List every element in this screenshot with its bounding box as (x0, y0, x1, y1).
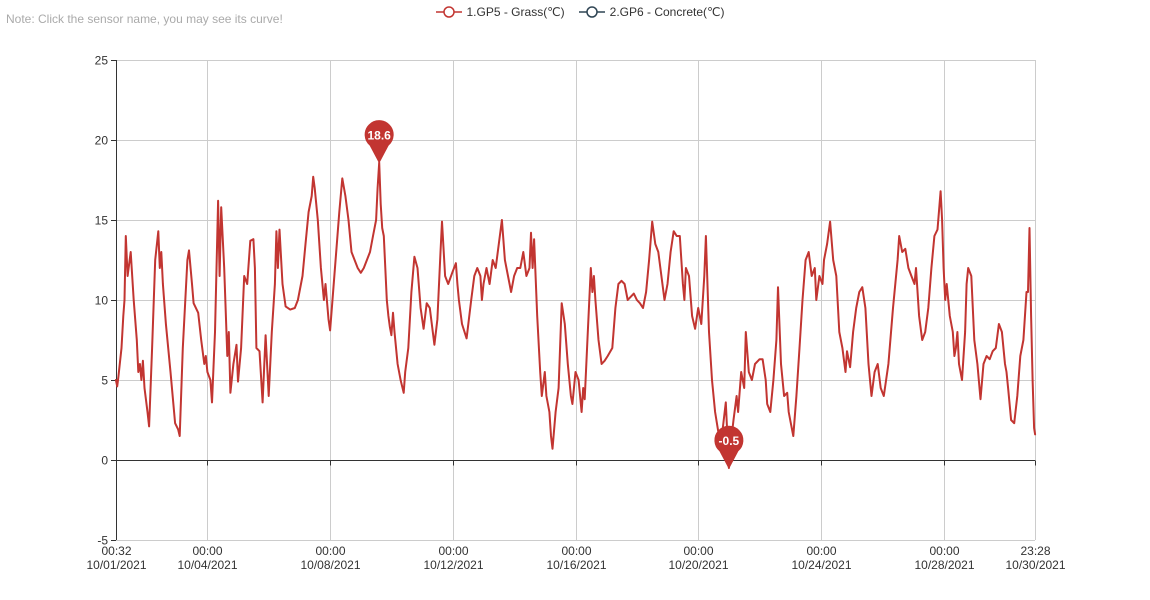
y-tick-label: -5 (97, 534, 108, 548)
x-tick-label-date: 10/20/2021 (668, 558, 728, 572)
x-tick-label-time: 23:28 (1020, 544, 1050, 558)
legend-line-circle-icon (578, 6, 605, 18)
series-layer (114, 161, 1037, 469)
y-tick-label: 0 (101, 454, 108, 468)
series-line-grass[interactable] (114, 161, 1037, 469)
legend-label-grass: 1.GP5 - Grass(℃) (466, 5, 565, 19)
x-tick-label-time: 00:00 (683, 544, 713, 558)
x-tick-label-date: 10/12/2021 (423, 558, 483, 572)
legend-line-circle-icon (435, 6, 462, 18)
x-tick-label-date: 10/30/2021 (1005, 558, 1065, 572)
x-tick-label-time: 00:00 (315, 544, 345, 558)
x-tick-label-date: 10/24/2021 (791, 558, 851, 572)
y-tick-label: 5 (101, 374, 108, 388)
marker-pin-label: -0.5 (719, 434, 740, 448)
y-tick-label: 25 (95, 54, 109, 68)
x-tick-label-date: 10/01/2021 (86, 558, 146, 572)
x-tick-label-time: 00:00 (438, 544, 468, 558)
marker-pin-min[interactable]: -0.5 (714, 425, 744, 470)
marker-pin-shape (714, 425, 744, 470)
x-tick-label-date: 10/16/2021 (546, 558, 606, 572)
x-tick-label-time: 00:00 (929, 544, 959, 558)
marker-pin-max[interactable]: 18.6 (364, 120, 394, 164)
y-tick-label: 10 (95, 294, 109, 308)
x-tick-label-date: 10/04/2021 (177, 558, 237, 572)
markers-layer: 18.6 -0.5 (364, 120, 744, 470)
grid-lines (116, 60, 1036, 541)
x-tick-label-time: 00:00 (806, 544, 836, 558)
legend-item-concrete[interactable]: 2.GP6 - Concrete(℃) (578, 5, 725, 19)
y-tick-label: 20 (95, 134, 109, 148)
x-tick-label-date: 10/08/2021 (300, 558, 360, 572)
axes: 2520151050-500:3210/01/202100:0010/04/20… (86, 54, 1065, 573)
x-tick-label-time: 00:00 (561, 544, 591, 558)
y-tick-label: 15 (95, 214, 109, 228)
legend: 1.GP5 - Grass(℃) 2.GP6 - Concrete(℃) (0, 0, 1150, 24)
legend-label-concrete: 2.GP6 - Concrete(℃) (609, 5, 725, 19)
x-tick-label-date: 10/28/2021 (914, 558, 974, 572)
chart-note: Note: Click the sensor name, you may see… (6, 12, 283, 26)
legend-item-grass[interactable]: 1.GP5 - Grass(℃) (435, 5, 565, 19)
marker-pin-shape (364, 120, 394, 164)
x-tick-label-time: 00:32 (101, 544, 131, 558)
marker-pin-label: 18.6 (367, 128, 391, 142)
x-tick-label-time: 00:00 (192, 544, 222, 558)
